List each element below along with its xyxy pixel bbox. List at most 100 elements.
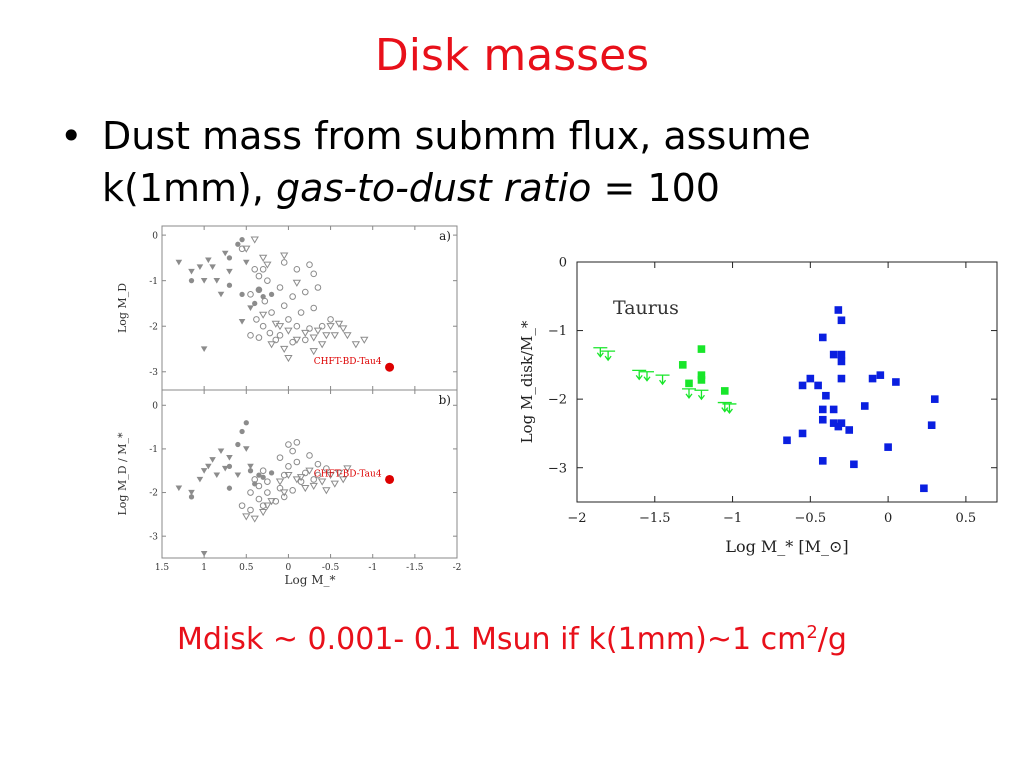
data-point-open-triangle bbox=[250, 236, 259, 244]
note-superscript: 2 bbox=[806, 622, 818, 643]
data-point-upper-limit bbox=[722, 403, 737, 415]
data-point-open-circle bbox=[314, 284, 322, 291]
data-point-open-circle bbox=[280, 259, 288, 266]
data-point-open-circle bbox=[293, 322, 301, 330]
data-point-open-circle bbox=[247, 506, 254, 514]
data-point-filled-triangle bbox=[242, 259, 250, 266]
data-point-square bbox=[822, 391, 830, 400]
data-point-open-triangle bbox=[267, 341, 276, 349]
data-point-open-triangle bbox=[301, 329, 310, 338]
data-point-filled-circle bbox=[235, 241, 241, 247]
y-tick-label: −2 bbox=[548, 393, 567, 408]
data-point-open-triangle bbox=[317, 478, 327, 486]
data-point-upper-limit bbox=[682, 388, 696, 399]
data-point-square bbox=[806, 374, 815, 383]
plot-frame bbox=[161, 389, 458, 559]
data-point-upper-limit bbox=[655, 374, 670, 386]
y-tick-label: 0 bbox=[152, 231, 158, 241]
data-point-open-triangle bbox=[343, 465, 352, 473]
data-point-square bbox=[798, 429, 807, 438]
data-series bbox=[678, 345, 729, 395]
bullet-mark: • bbox=[60, 114, 83, 158]
note-main: Mdisk ~ 0.001- 0.1 Msun if k(1mm)~1 cm bbox=[177, 622, 807, 657]
data-point-open-triangle bbox=[250, 515, 259, 523]
data-point-square bbox=[837, 316, 846, 325]
data-point-open-triangle bbox=[330, 332, 339, 340]
data-point-square bbox=[860, 402, 869, 410]
data-point-square bbox=[930, 395, 939, 403]
data-point-filled-circle bbox=[268, 291, 275, 297]
x-tick-label: 0 bbox=[884, 511, 892, 526]
data-point-open-circle bbox=[259, 322, 267, 330]
y-tick-label: 0 bbox=[152, 401, 158, 411]
data-point-filled-triangle bbox=[209, 264, 216, 270]
data-point-filled-triangle bbox=[175, 259, 183, 266]
data-point-open-triangle bbox=[280, 345, 289, 353]
data-point-open-circle bbox=[264, 277, 271, 284]
x-tick-label: -1 bbox=[368, 563, 377, 573]
note-end: /g bbox=[817, 622, 847, 657]
data-point-open-circle bbox=[255, 334, 263, 341]
disk-mass-note: Mdisk ~ 0.001- 0.1 Msun if k(1mm)~1 cm2/… bbox=[0, 622, 1024, 657]
data-point-open-triangle bbox=[267, 498, 276, 506]
data-point-filled-circle bbox=[226, 485, 233, 491]
data-series bbox=[175, 250, 254, 352]
data-point-open-triangle bbox=[322, 332, 331, 340]
bullet-plain: Dust mass from submm flux, assume k(1mm)… bbox=[102, 114, 811, 210]
data-point-filled-triangle bbox=[247, 305, 254, 311]
y-tick-label: -3 bbox=[149, 368, 158, 378]
data-point-square bbox=[678, 361, 687, 369]
data-point-open-triangle bbox=[343, 332, 352, 340]
y-axis-title: Log M_disk/M_* bbox=[518, 320, 536, 443]
data-point-filled-triangle bbox=[200, 278, 208, 284]
plot-frame bbox=[161, 225, 458, 391]
data-point-open-circle bbox=[289, 447, 296, 455]
data-point-upper-limit bbox=[593, 347, 608, 358]
point-annotation: CHFT-BD-Tau4 bbox=[314, 469, 382, 479]
data-point-open-circle bbox=[293, 265, 301, 273]
data-series bbox=[783, 306, 939, 493]
data-point-filled-triangle bbox=[196, 264, 204, 270]
data-point-open-circle bbox=[251, 265, 259, 273]
slide-title: Disk masses bbox=[374, 30, 650, 81]
y-tick-label: -1 bbox=[149, 445, 158, 455]
data-point-open-triangle bbox=[351, 341, 361, 349]
data-point-filled-triangle bbox=[196, 476, 204, 483]
data-point-open-circle bbox=[306, 452, 313, 459]
data-point-open-circle bbox=[318, 322, 326, 330]
data-point-open-circle bbox=[306, 325, 313, 332]
data-point-filled-triangle bbox=[209, 457, 216, 463]
data-point-square bbox=[834, 422, 843, 431]
data-point-open-triangle bbox=[292, 279, 302, 287]
data-point-open-circle bbox=[285, 316, 292, 323]
data-point-filled-triangle bbox=[238, 319, 246, 325]
data-point-square bbox=[837, 357, 846, 366]
data-point-filled-triangle bbox=[200, 346, 208, 352]
data-point-filled-circle bbox=[256, 287, 262, 293]
y-tick-label: −3 bbox=[548, 461, 567, 476]
data-point-square bbox=[927, 421, 936, 429]
bullet-italic: gas-to-dust ratio bbox=[276, 166, 592, 210]
data-point-square bbox=[868, 374, 877, 383]
data-point-open-circle bbox=[285, 441, 292, 448]
x-tick-label: 1 bbox=[201, 563, 207, 573]
data-point-open-triangle bbox=[322, 487, 331, 495]
left-figure: 0 -1 -2 -3 CHFT-BD-Tau4 a) Log M_D 1.5 1 0.5 0 -0.5… bbox=[116, 225, 461, 587]
data-point-square bbox=[720, 387, 729, 395]
data-point-open-circle bbox=[264, 478, 271, 485]
data-point-open-circle bbox=[310, 270, 318, 278]
data-point-open-triangle bbox=[258, 311, 268, 319]
data-point-open-circle bbox=[276, 284, 284, 291]
data-point-open-circle bbox=[310, 304, 318, 312]
y-axis-title: Log M_D bbox=[116, 283, 129, 333]
data-point-open-circle bbox=[293, 439, 301, 446]
data-series bbox=[242, 465, 352, 523]
x-tick-label: 0 bbox=[286, 563, 292, 573]
data-point-open-circle bbox=[264, 489, 271, 496]
chart-panel: 0 -1 -2 -3 CHFT-BD-Tau4 a) bbox=[149, 225, 458, 391]
data-point-square bbox=[685, 379, 693, 388]
data-point-open-triangle bbox=[258, 509, 268, 517]
data-point-filled-triangle bbox=[188, 489, 195, 496]
data-point-open-circle bbox=[297, 478, 305, 485]
data-point-open-circle bbox=[251, 476, 259, 483]
